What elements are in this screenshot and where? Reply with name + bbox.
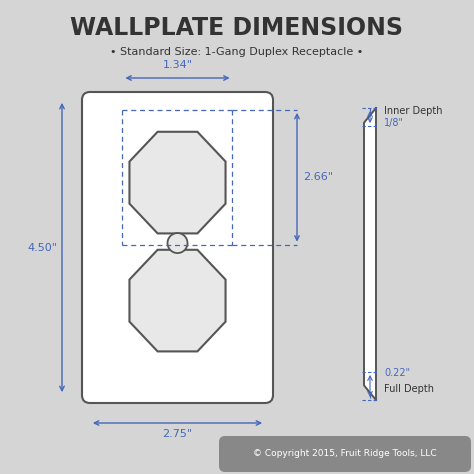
Text: • Standard Size: 1-Gang Duplex Receptacle •: • Standard Size: 1-Gang Duplex Receptacl… (110, 47, 364, 57)
FancyBboxPatch shape (82, 92, 273, 403)
Text: Full Depth: Full Depth (384, 384, 434, 394)
Text: Inner Depth: Inner Depth (384, 106, 443, 116)
Text: 2.75": 2.75" (163, 429, 192, 439)
FancyBboxPatch shape (219, 436, 471, 472)
Polygon shape (129, 250, 226, 351)
Text: 1/8": 1/8" (384, 118, 404, 128)
Text: WALLPLATE DIMENSIONS: WALLPLATE DIMENSIONS (71, 16, 403, 40)
Text: 0.22": 0.22" (384, 368, 410, 378)
Text: 4.50": 4.50" (27, 243, 57, 253)
Polygon shape (129, 132, 226, 233)
Text: 1.34": 1.34" (163, 60, 192, 70)
Circle shape (167, 233, 188, 253)
Text: © Copyright 2015, Fruit Ridge Tools, LLC: © Copyright 2015, Fruit Ridge Tools, LLC (253, 449, 437, 458)
Text: 2.66": 2.66" (303, 172, 333, 182)
